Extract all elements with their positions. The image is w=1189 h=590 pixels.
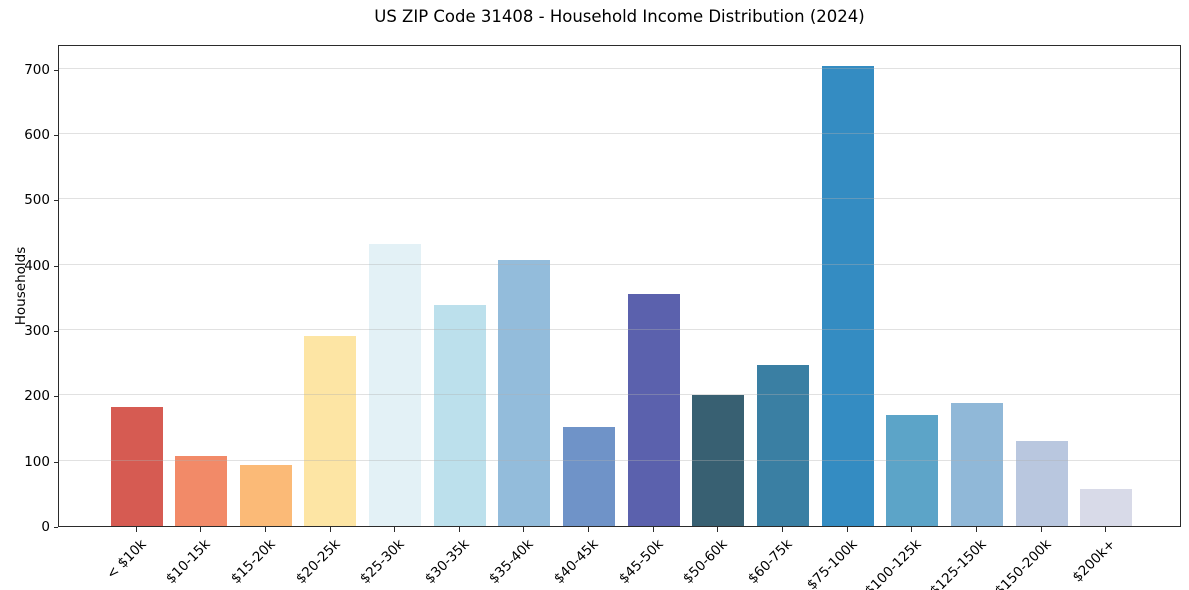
x-tick-label: < $10k — [103, 536, 150, 583]
bar-$125-150k — [950, 402, 1003, 526]
x-tick-mark — [1040, 527, 1042, 532]
gridline-y200 — [59, 394, 1180, 396]
x-tick-mark — [394, 527, 396, 532]
y-tick-label: 500 — [24, 192, 50, 209]
y-tick-label: 300 — [24, 323, 50, 340]
y-tick-label: 400 — [24, 257, 50, 274]
y-tick-mark — [54, 396, 58, 398]
bar-$50-60k — [692, 395, 745, 526]
bar-$25-30k — [369, 243, 422, 526]
bar-$60-75k — [757, 365, 809, 526]
x-tick-mark — [911, 527, 913, 532]
x-tick-mark — [1105, 527, 1107, 532]
x-tick-mark — [200, 527, 202, 532]
bar-$20-25k — [304, 335, 357, 526]
gridline-y600 — [59, 133, 1180, 135]
x-tick-mark — [329, 527, 331, 532]
y-tick-mark — [54, 135, 58, 137]
y-tick-mark — [54, 69, 58, 71]
gridline-y300 — [59, 329, 1180, 331]
bar-$200k+ — [1080, 488, 1133, 526]
x-tick-mark — [588, 527, 590, 532]
y-tick-label: 100 — [24, 453, 50, 470]
bar-$40-45k — [563, 427, 616, 526]
bar-$35-40k — [498, 259, 551, 526]
chart-title: US ZIP Code 31408 - Household Income Dis… — [374, 7, 865, 26]
bar-$150-200k — [1015, 441, 1068, 526]
y-tick-mark — [54, 331, 58, 333]
x-tick-mark — [135, 527, 137, 532]
y-tick-mark — [54, 461, 58, 463]
y-tick-label: 200 — [24, 388, 50, 405]
y-tick-mark — [54, 200, 58, 202]
x-tick-mark — [264, 527, 266, 532]
bar-$30-35k — [433, 305, 486, 526]
y-tick-mark — [54, 265, 58, 267]
x-tick-mark — [782, 527, 783, 532]
bar-$45-50k — [627, 294, 680, 526]
y-tick-mark — [54, 527, 58, 528]
y-tick-label: 0 — [41, 519, 50, 535]
bar-$15-20k — [239, 465, 292, 526]
gridline-y700 — [59, 67, 1180, 69]
bar-$75-100k — [821, 65, 874, 526]
x-tick-mark — [652, 527, 654, 532]
y-tick-label: 700 — [24, 61, 50, 78]
gridline-y400 — [59, 263, 1180, 265]
gridline-y500 — [59, 198, 1180, 200]
x-tick-mark — [976, 527, 977, 532]
plot-area — [58, 45, 1181, 527]
x-tick-mark — [846, 527, 848, 532]
bar-$10-15k — [175, 455, 228, 526]
bar-$100-125k — [886, 415, 939, 526]
x-tick-mark — [717, 527, 719, 532]
y-tick-label: 600 — [24, 127, 50, 144]
bar-< $10k — [110, 406, 163, 526]
gridline-y100 — [59, 459, 1180, 461]
x-tick-mark — [523, 527, 525, 532]
x-tick-mark — [458, 527, 460, 532]
